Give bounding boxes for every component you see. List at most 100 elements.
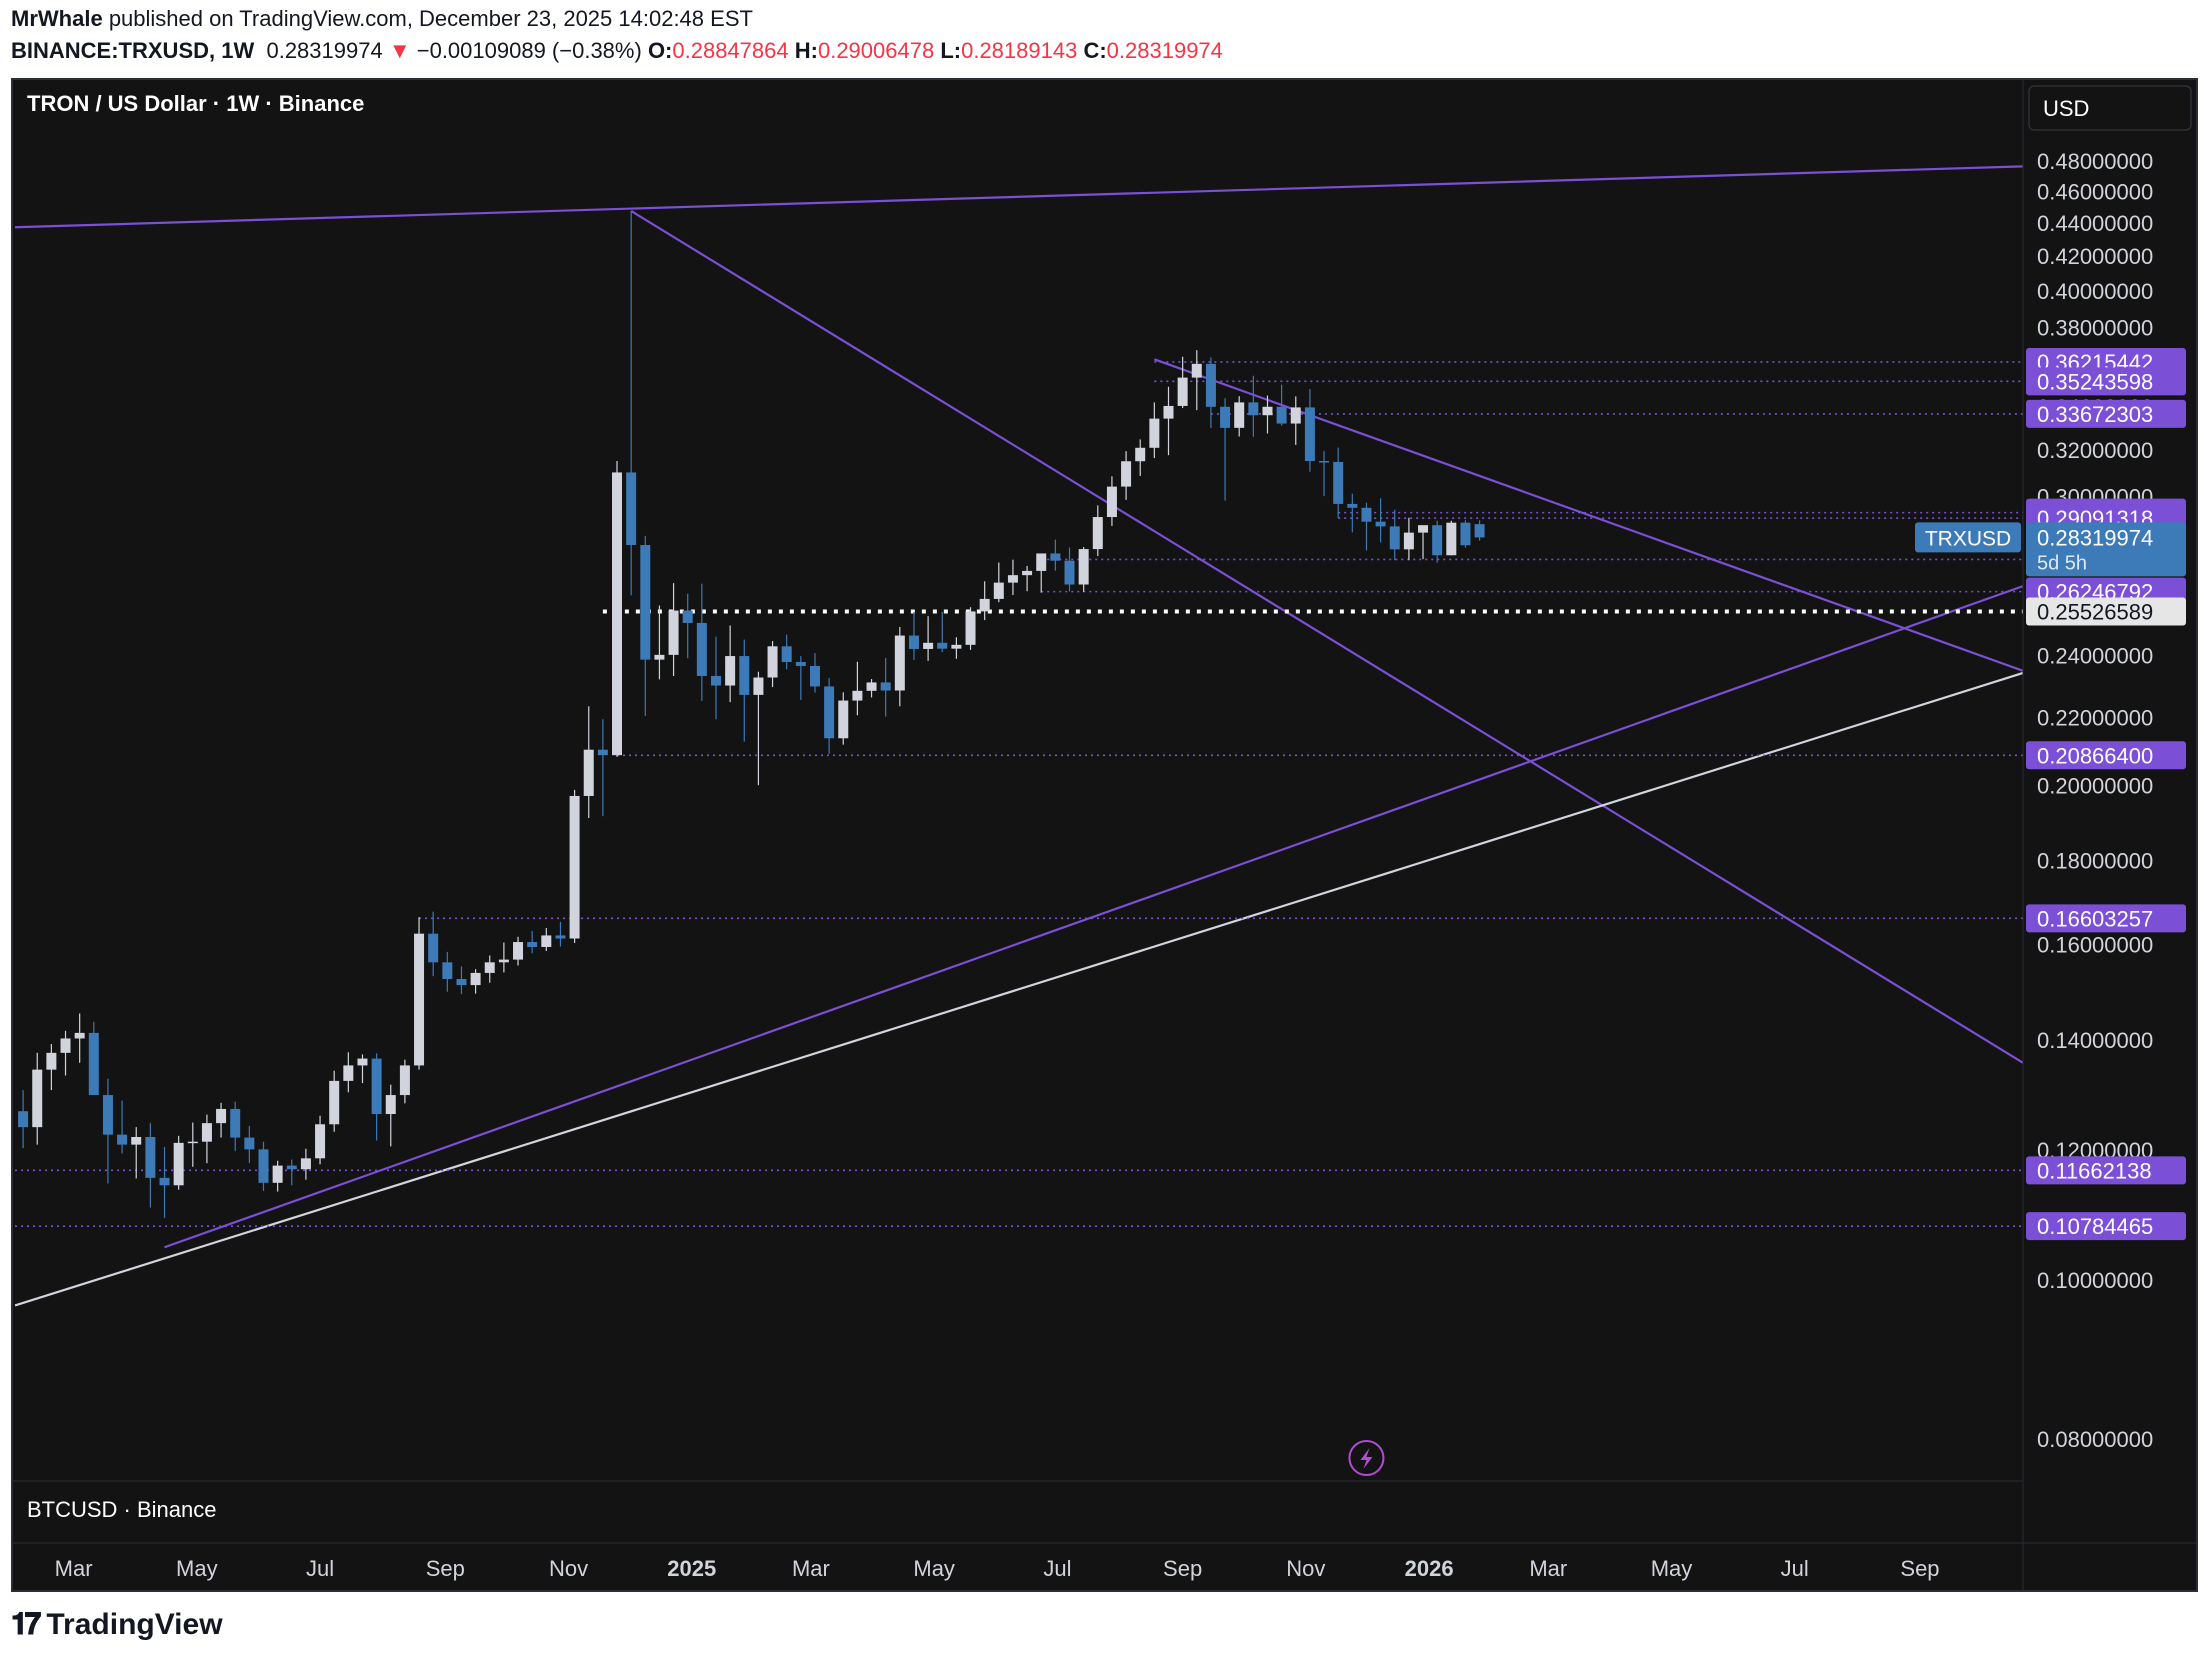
price-tick-label: 0.18000000 [2037,849,2153,874]
candle [795,656,806,700]
candle [1036,553,1047,593]
level-price-label: 0.16603257 [2037,906,2153,931]
candle-body [640,544,651,660]
candle [583,706,594,819]
candle [1135,439,1146,476]
candle [1403,517,1414,561]
candle [809,653,820,693]
symbol-tag: TRXUSD [1925,527,2011,550]
candle-body [201,1123,212,1142]
candle-body [1135,447,1146,462]
candle-body [1403,532,1414,550]
candle [46,1044,57,1091]
chart-frame[interactable]: 0.48000000 0.46000000 0.44000000 0.42000000… [11,78,2198,1592]
price-tick-label: 0.14000000 [2037,1028,2153,1053]
open-value: 0.28847864 [672,38,789,63]
publish-info: MrWhale published on TradingView.com, De… [11,6,753,32]
symbol-label: BINANCE:TRXUSD, 1W [11,38,255,63]
author-name[interactable]: MrWhale [11,6,103,31]
candle-body [626,472,637,545]
candle-body [668,610,679,655]
candle [951,637,962,659]
candle-body [1446,522,1457,556]
candle [555,921,566,947]
candle-body [1177,377,1188,406]
lightning-icon-bolt [1360,1448,1373,1469]
candle-body [1050,553,1061,561]
candle [1064,547,1075,592]
currency-button-bg [2028,85,2192,131]
candle [513,936,524,966]
level-price-label: 0.33672303 [2037,402,2153,427]
candle-body [1121,461,1132,487]
candle [852,661,863,716]
candle-body [894,635,905,691]
level-price-label-bg [2026,904,2186,933]
candle [315,1115,326,1165]
candle [1106,476,1117,526]
candle [60,1030,71,1076]
candle [654,605,665,680]
time-tick-label: Nov [1286,1556,1325,1581]
candle-body [569,795,580,939]
price-tick-label: 0.46000000 [2037,179,2153,204]
levels-layer [15,361,2023,1227]
candle [357,1054,368,1084]
candle [131,1127,142,1179]
candle-body [809,665,820,687]
time-tick-label: May [913,1556,955,1581]
candle [173,1135,184,1190]
candle [739,639,750,742]
candle-body [173,1142,184,1186]
candle [329,1070,340,1132]
candle-body [1347,503,1358,508]
candle [258,1141,269,1191]
last-price-bg [2026,522,2186,577]
candle [300,1148,311,1180]
price-tick-label: 0.10000000 [2037,1268,2153,1293]
candle-body [654,654,665,660]
candle [668,583,679,676]
candle [767,641,778,688]
candle-body [1234,402,1245,428]
candle [1474,520,1485,541]
candle-body [102,1095,113,1135]
candle [725,625,736,703]
candle-body [753,677,764,695]
candle [923,616,934,661]
candle-body [908,635,919,649]
tradingview-logo[interactable]: 𝟏𝟕 TradingView [11,1608,223,1642]
candle-body [1022,570,1033,576]
candle-body [1248,402,1259,416]
currency-button[interactable]: USD [2028,85,2192,131]
candle-body [696,622,707,676]
lightning-icon[interactable] [1348,1440,1385,1476]
last-price-label: 0.28319974 [2037,525,2153,550]
candle [484,955,495,983]
candle-body [131,1136,142,1145]
level-price-label: 0.10784465 [2037,1214,2153,1239]
candle [937,611,948,653]
candle-body [725,656,736,686]
chart-canvas[interactable]: 0.48000000 0.46000000 0.44000000 0.42000000… [13,80,2196,1590]
time-tick-label: Jul [1043,1556,1071,1581]
candle-body [923,642,934,649]
candle [442,951,453,992]
trendline [164,585,2023,1249]
candle-body [1106,486,1117,518]
candle-body [1007,575,1018,583]
candle-body [88,1032,99,1096]
candle-body [866,682,877,691]
candle-body [951,644,962,649]
candle-body [414,933,425,1066]
candle-body [300,1158,311,1170]
candle-body [1276,406,1287,424]
candle [145,1123,156,1208]
price-tick-label: 0.24000000 [2037,643,2153,668]
candle [626,210,637,596]
candle [1460,520,1471,548]
high-label: H: [794,38,818,63]
candle-body [1375,521,1386,527]
candle [1375,498,1386,543]
overlay-layer: TRXUSD TRON / US Dollar · 1W · Binance BTC… [13,80,2196,1590]
